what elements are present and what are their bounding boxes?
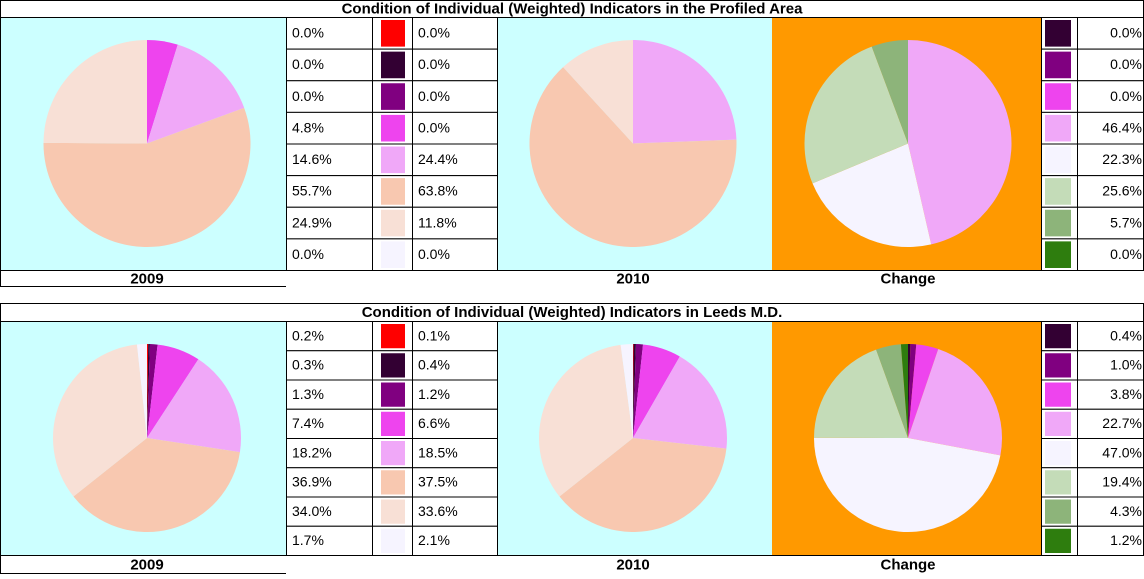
value-label: 5.7% <box>1110 214 1142 230</box>
legend-swatch <box>381 83 405 110</box>
value-label: 0.0% <box>1110 25 1142 41</box>
value-label: 18.5% <box>418 444 458 460</box>
panel-title: Condition of Individual (Weighted) Indic… <box>362 304 783 321</box>
value-label: 1.7% <box>292 532 324 548</box>
value-label: 0.0% <box>418 246 450 262</box>
value-label: 11.8% <box>418 214 457 230</box>
legend-swatch <box>1045 52 1071 79</box>
legend-swatch <box>1045 324 1071 348</box>
value-label: 63.8% <box>418 183 458 199</box>
value-label: 0.0% <box>292 246 324 262</box>
legend-swatch <box>1045 470 1071 494</box>
value-label: 1.3% <box>292 386 324 402</box>
legend-swatch <box>1045 383 1071 407</box>
legend-swatch <box>381 441 405 465</box>
year-label: 2009 <box>130 270 163 287</box>
value-label: 0.1% <box>418 327 450 343</box>
legend-swatch <box>381 353 405 377</box>
legend-swatch <box>381 52 405 79</box>
value-label: 0.0% <box>418 56 450 72</box>
legend-swatch <box>1045 529 1071 553</box>
legend-swatch <box>381 241 405 268</box>
value-label: 55.7% <box>292 183 332 199</box>
value-label: 0.4% <box>1110 327 1142 343</box>
value-label: 18.2% <box>292 444 332 460</box>
value-label: 46.4% <box>1102 119 1142 135</box>
year-label: 2010 <box>616 556 649 573</box>
legend-swatch <box>381 529 405 553</box>
legend-swatch <box>381 470 405 494</box>
value-label: 0.0% <box>292 25 324 41</box>
year-label: Change <box>880 556 935 573</box>
value-label: 33.6% <box>418 503 458 519</box>
value-label: 34.0% <box>292 503 332 519</box>
value-label: 25.6% <box>1102 183 1142 199</box>
legend-swatch <box>1045 178 1071 205</box>
value-label: 24.9% <box>292 214 332 230</box>
value-label: 47.0% <box>1102 444 1142 460</box>
value-label: 37.5% <box>418 474 458 490</box>
legend-swatch <box>1045 210 1071 237</box>
value-label: 3.8% <box>1110 386 1142 402</box>
year-label: Change <box>880 270 935 287</box>
value-label: 0.3% <box>292 357 324 373</box>
year-label: 2010 <box>616 270 649 287</box>
value-label: 0.0% <box>418 88 450 104</box>
value-label: 22.3% <box>1102 151 1142 167</box>
legend-swatch <box>381 147 405 174</box>
legend-swatch <box>1045 500 1071 524</box>
legend-swatch <box>1045 115 1071 142</box>
value-label: 0.0% <box>1110 88 1142 104</box>
value-label: 0.0% <box>1110 56 1142 72</box>
legend-swatch <box>1045 20 1071 47</box>
value-label: 1.2% <box>418 386 450 402</box>
value-label: 0.0% <box>292 56 324 72</box>
value-label: 2.1% <box>418 532 450 548</box>
value-label: 0.0% <box>418 119 450 135</box>
legend-swatch <box>381 210 405 237</box>
legend-swatch <box>1045 147 1071 174</box>
value-label: 0.2% <box>292 327 324 343</box>
panel-title: Condition of Individual (Weighted) Indic… <box>342 0 803 17</box>
legend-swatch <box>381 115 405 142</box>
value-label: 4.8% <box>292 119 324 135</box>
legend-swatch <box>381 178 405 205</box>
year-label: 2009 <box>130 556 163 573</box>
legend-swatch <box>381 500 405 524</box>
legend-swatch <box>381 412 405 436</box>
legend-swatch <box>381 324 405 348</box>
legend-swatch <box>381 20 405 47</box>
value-label: 1.2% <box>1110 532 1142 548</box>
legend-swatch <box>381 383 405 407</box>
legend-swatch <box>1045 83 1071 110</box>
legend-swatch <box>1045 412 1071 436</box>
value-label: 36.9% <box>292 474 332 490</box>
value-label: 14.6% <box>292 151 332 167</box>
value-label: 19.4% <box>1102 474 1142 490</box>
legend-swatch <box>1045 241 1071 268</box>
value-label: 0.0% <box>418 25 450 41</box>
value-label: 4.3% <box>1110 503 1142 519</box>
value-label: 7.4% <box>292 415 324 431</box>
legend-swatch <box>1045 441 1071 465</box>
value-label: 0.0% <box>1110 246 1142 262</box>
legend-swatch <box>1045 353 1071 377</box>
value-label: 0.0% <box>292 88 324 104</box>
value-label: 1.0% <box>1110 357 1142 373</box>
value-label: 22.7% <box>1102 415 1142 431</box>
value-label: 6.6% <box>418 415 450 431</box>
value-label: 24.4% <box>418 151 458 167</box>
value-label: 0.4% <box>418 357 450 373</box>
